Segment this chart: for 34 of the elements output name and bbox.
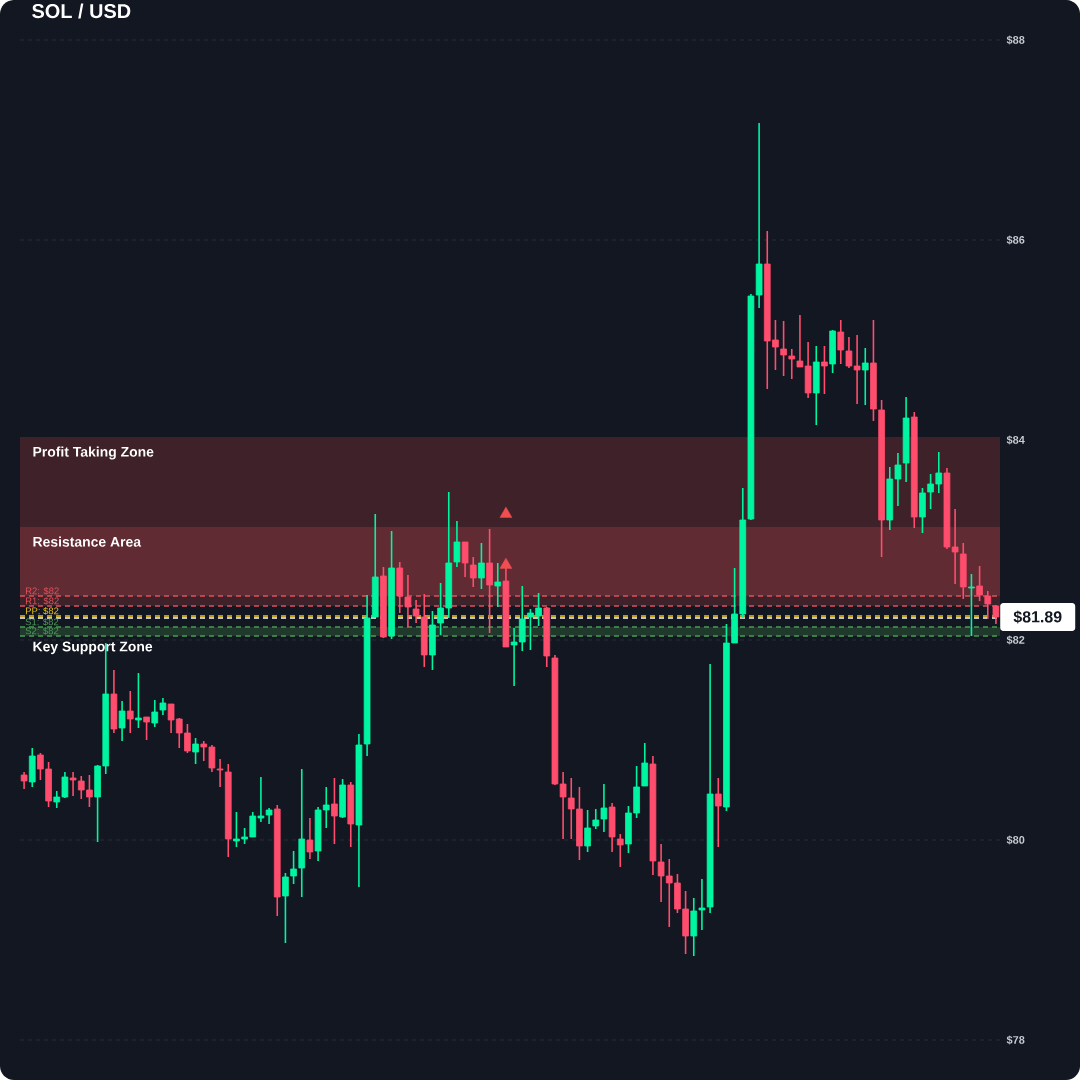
text: $81.89 <box>1013 610 1062 624</box>
candlestick <box>584 809 591 853</box>
ref-line-label: S2: $82 <box>25 627 59 635</box>
candlestick <box>469 556 477 588</box>
candlestick <box>306 817 314 860</box>
ref-line-label: R2: $82 <box>25 587 59 595</box>
chart-title: SOL / USD <box>32 3 131 19</box>
candlestick <box>118 700 126 742</box>
ref-line-label: PP: $82 <box>25 607 59 615</box>
ref-line-label: R1: $82 <box>25 597 59 605</box>
candlestick <box>478 542 485 590</box>
y-tick-label: $86 <box>1006 235 1025 245</box>
candlestick <box>331 777 338 845</box>
y-tick-label: $84 <box>1006 435 1025 445</box>
candlestick <box>968 573 975 637</box>
y-tick-label: $78 <box>1006 1035 1025 1045</box>
candlestick <box>126 690 134 734</box>
candlestick <box>143 716 150 741</box>
candlestick <box>616 833 624 868</box>
candlestick <box>494 562 502 608</box>
ref-line-label: S1: $82 <box>25 618 59 626</box>
y-tick-label: $82 <box>1006 635 1025 645</box>
candlestick <box>461 541 469 578</box>
candlestick <box>821 345 828 395</box>
band-label: Resistance Area <box>33 536 142 547</box>
candlestick <box>714 777 722 848</box>
band-label: Profit Taking Zone <box>33 446 154 460</box>
candlestick <box>192 737 199 765</box>
candlestick <box>135 672 142 729</box>
candlestick <box>861 347 869 406</box>
candlestick <box>151 699 159 728</box>
y-tick-label: $80 <box>1006 835 1025 845</box>
y-tick-label: $88 <box>1006 35 1025 45</box>
candlestick <box>486 528 493 634</box>
